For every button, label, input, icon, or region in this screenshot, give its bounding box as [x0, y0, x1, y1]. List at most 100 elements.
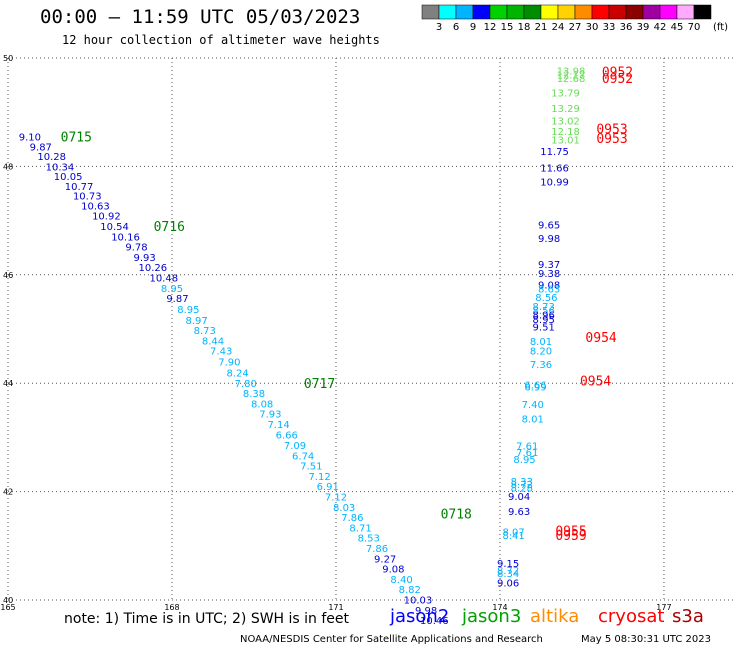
wave-height-label: 9.27	[374, 554, 396, 565]
y-tick-label: 42	[3, 488, 13, 497]
x-tick-label: 171	[328, 603, 343, 612]
page-title: 00:00 – 11:59 UTC 05/03/2023	[40, 6, 361, 28]
wave-height-label: 8.95	[533, 315, 555, 326]
wave-height-label: 9.08	[538, 281, 560, 292]
wave-height-label: 9.78	[125, 243, 147, 254]
legend-altika: altika	[530, 606, 580, 627]
wave-height-label: 8.56	[535, 293, 557, 304]
time-label: 0717	[304, 377, 335, 392]
wave-height-label: 13.01	[551, 135, 580, 146]
legend-label: 27	[569, 22, 582, 33]
wave-height-label: 8.08	[251, 399, 273, 410]
wave-height-label: 12.17	[557, 70, 586, 81]
legend-label: 36	[620, 22, 633, 33]
wave-height-label: 10.54	[100, 222, 129, 233]
legend-label: 21	[535, 22, 548, 33]
wave-height-label: 8.73	[194, 326, 216, 337]
wave-height-label: 9.37	[538, 260, 560, 271]
wave-height-label: 9.08	[382, 565, 404, 576]
wave-height-label: 8.95	[513, 455, 535, 466]
wave-height-label: 10.92	[92, 212, 121, 223]
y-tick-label: 48	[3, 162, 13, 171]
wave-height-label: 10.46	[420, 616, 449, 627]
legend-label: 15	[501, 22, 514, 33]
wave-height-label: 8.72	[511, 480, 533, 491]
wave-height-label: 8.63	[538, 284, 560, 295]
wave-height-label: 8.95	[161, 284, 183, 295]
wave-height-label: 6.91	[317, 482, 339, 493]
legend-label: 24	[552, 22, 565, 33]
footer-credit: NOAA/NESDIS Center for Satellite Applica…	[240, 634, 543, 645]
wave-height-label: 10.77	[65, 182, 94, 193]
wave-height-label: 8.28	[511, 483, 533, 494]
wave-height-label: 7.86	[341, 513, 363, 524]
legend-label: 18	[518, 22, 531, 33]
legend-label: 12	[484, 22, 497, 33]
wave-height-label: 6.66	[276, 431, 298, 442]
wave-height-label: 8.73	[533, 302, 555, 313]
legend-label: 3	[436, 22, 442, 33]
wave-height-label: 10.28	[37, 152, 66, 163]
legend-label: 45	[671, 22, 684, 33]
wave-height-label: 6.99	[524, 382, 546, 393]
time-label: 0715	[61, 131, 92, 146]
wave-height-label: 8.53	[358, 534, 380, 545]
x-tick-label: 165	[0, 603, 15, 612]
wave-height-label: 9.87	[30, 142, 52, 153]
wave-height-label: 7.61	[516, 442, 538, 453]
wave-height-label: 9.65	[538, 220, 560, 231]
wave-height-label: 8.97	[185, 316, 207, 327]
wave-height-label: 8.33	[511, 477, 533, 488]
wave-height-label: 7.09	[284, 441, 306, 452]
wave-height-label: 8.20	[530, 347, 552, 358]
wave-height-label: 7.36	[530, 360, 552, 371]
wave-height-label: 13.29	[551, 104, 580, 115]
legend-s3a: s3a	[672, 606, 704, 627]
wave-height-label: 7.80	[235, 379, 257, 390]
wave-height-label: 8.01	[522, 414, 544, 425]
wave-height-label: 7.90	[218, 358, 240, 369]
wave-height-label: 9.38	[538, 269, 560, 280]
y-tick-label: 46	[3, 271, 13, 280]
wave-height-label: 8.24	[226, 368, 248, 379]
wave-height-label: 9.04	[508, 492, 530, 503]
wave-height-label: 10.63	[81, 201, 110, 212]
legend-unit: (ft)	[713, 22, 728, 33]
wave-height-label: 11.66	[540, 163, 569, 174]
wave-height-label: 7.86	[366, 544, 388, 555]
time-label: 0716	[154, 220, 185, 235]
legend-jason3: jason3	[462, 606, 522, 627]
wave-height-label: 9.87	[166, 294, 188, 305]
page-subtitle: 12 hour collection of altimeter wave hei…	[62, 33, 380, 47]
wave-height-label: 13.02	[551, 116, 580, 127]
x-tick-label: 174	[492, 603, 507, 612]
wave-height-label: 8.82	[399, 585, 421, 596]
legend-label: 33	[603, 22, 616, 33]
legend-cryosat: cryosat	[598, 606, 665, 627]
wave-height-label: 10.03	[404, 595, 433, 606]
wave-height-label: 9.10	[19, 133, 41, 144]
time-label: 0959	[555, 529, 586, 544]
wave-height-label: 7.93	[259, 410, 281, 421]
legend-label: 9	[470, 22, 476, 33]
wave-height-label: 10.05	[54, 172, 83, 183]
wave-height-label: 10.34	[46, 162, 75, 173]
time-label: 0953	[596, 122, 627, 137]
wave-height-label: 8.34	[497, 569, 519, 580]
y-tick-label: 44	[3, 379, 13, 388]
units-note: note: 1) Time is in UTC; 2) SWH is in fe…	[64, 611, 350, 627]
legend-label: 30	[586, 22, 599, 33]
wave-height-label: 7.61	[516, 448, 538, 459]
time-label: 0954	[580, 374, 611, 389]
time-label: 0954	[585, 331, 616, 346]
time-label: 0955	[555, 525, 586, 540]
legend-label: 39	[637, 22, 650, 33]
wave-height-label: 10.16	[111, 232, 140, 243]
legend-label: 42	[654, 22, 667, 33]
wave-height-label: 8.07	[502, 528, 524, 539]
wave-height-label: 8.40	[390, 575, 412, 586]
wave-height-label: 9.98	[538, 234, 560, 245]
legend-label: 70	[688, 22, 701, 33]
time-label: 0953	[596, 132, 627, 147]
